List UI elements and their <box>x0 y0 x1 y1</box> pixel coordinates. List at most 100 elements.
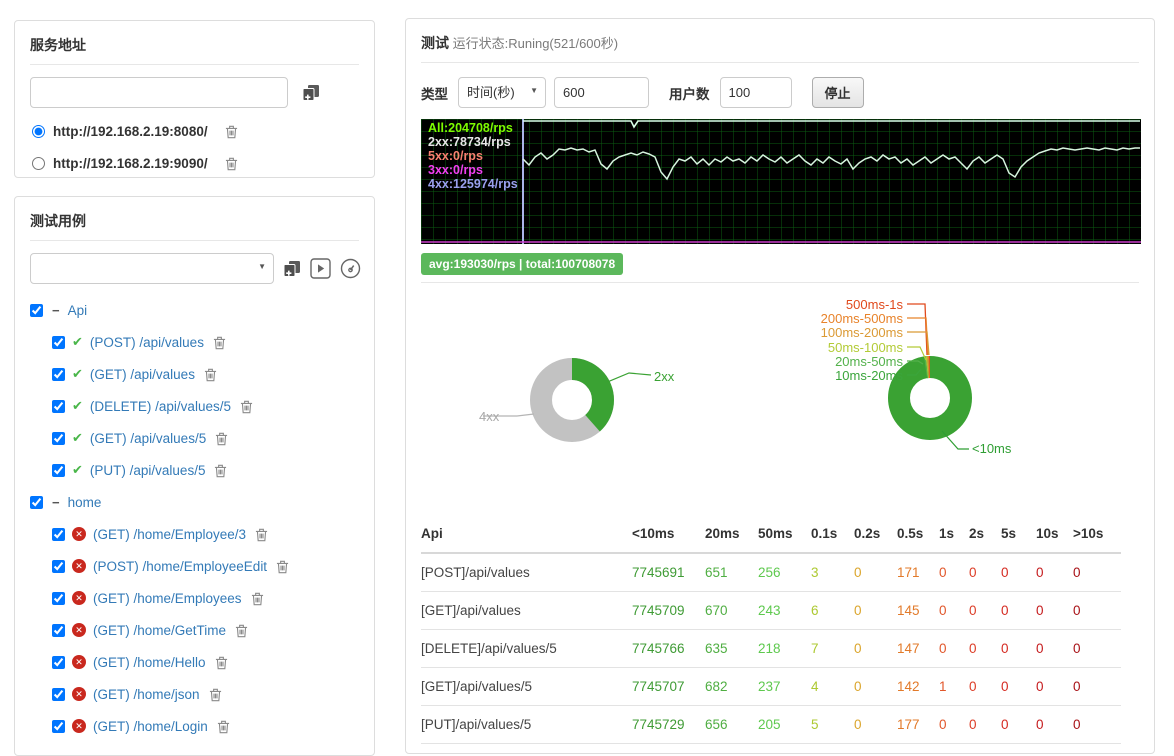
delete-case-icon[interactable] <box>240 399 253 414</box>
case-select[interactable] <box>30 253 274 284</box>
case-checkbox[interactable] <box>52 719 65 733</box>
case-checkbox[interactable] <box>52 399 65 413</box>
value-cell: 0 <box>969 705 1001 744</box>
group-checkbox[interactable] <box>30 303 43 317</box>
server-row[interactable]: http://192.168.2.19:8080/ <box>32 124 359 139</box>
group-label[interactable]: Api <box>67 302 88 318</box>
duration-input[interactable] <box>554 77 649 108</box>
value-cell: 0 <box>854 705 897 744</box>
donut-canvas <box>483 303 972 450</box>
table-row: [DELETE]/api/values/5 7745766 635 218 7 … <box>421 629 1121 668</box>
stop-button[interactable]: 停止 <box>811 77 864 108</box>
value-cell: 205 <box>758 705 811 744</box>
case-label[interactable]: (DELETE) /api/values/5 <box>89 398 231 414</box>
delete-case-icon[interactable] <box>215 431 228 446</box>
delete-case-icon[interactable] <box>235 623 248 638</box>
delete-case-icon[interactable] <box>255 527 268 542</box>
case-label[interactable]: (GET) /home/Employee/3 <box>93 526 247 542</box>
value-cell: 0 <box>1001 667 1036 706</box>
server-row[interactable]: http://192.168.2.19:9090/ <box>32 156 359 171</box>
value-cell: 0 <box>1036 629 1073 668</box>
test-cases-panel: 测试用例 <box>14 196 375 756</box>
benchmark-icon[interactable] <box>340 258 361 279</box>
delete-case-icon[interactable] <box>209 687 222 702</box>
value-cell: 0 <box>854 667 897 706</box>
case-label[interactable]: (POST) /home/EmployeeEdit <box>93 558 268 574</box>
value-cell: 243 <box>758 591 811 630</box>
summary-badge: avg:193030/rps | total:100708078 <box>421 253 624 275</box>
delete-case-icon[interactable] <box>276 559 289 574</box>
case-checkbox[interactable] <box>52 367 65 381</box>
collapse-icon[interactable]: − <box>52 494 60 510</box>
case-checkbox[interactable] <box>52 431 65 445</box>
delete-case-icon[interactable] <box>214 463 227 478</box>
value-cell: 256 <box>758 553 811 592</box>
run-test-icon[interactable] <box>310 258 331 279</box>
delete-server-icon[interactable] <box>225 156 238 171</box>
tree-group-api: − Api <box>30 294 359 326</box>
server-radio-9090[interactable] <box>32 157 45 170</box>
delete-case-icon[interactable] <box>215 655 228 670</box>
service-panel-title: 服务地址 <box>30 37 86 53</box>
case-label[interactable]: (PUT) /api/values/5 <box>89 462 206 478</box>
col-header: 20ms <box>705 516 758 554</box>
divider <box>421 62 1139 63</box>
value-cell: 0 <box>1001 591 1036 630</box>
case-checkbox[interactable] <box>52 655 65 669</box>
value-cell: 6 <box>811 591 854 630</box>
group-checkbox[interactable] <box>30 495 43 509</box>
add-case-icon[interactable] <box>283 260 301 278</box>
value-cell: 0 <box>939 553 969 592</box>
case-label[interactable]: (GET) /home/GetTime <box>93 622 227 638</box>
delete-case-icon[interactable] <box>251 591 264 606</box>
case-checkbox[interactable] <box>52 591 65 605</box>
users-input[interactable] <box>719 77 792 108</box>
delete-case-icon[interactable] <box>213 335 226 350</box>
case-checkbox[interactable] <box>52 623 65 637</box>
col-header: 1s <box>939 516 969 554</box>
case-label[interactable]: (GET) /home/Login <box>93 718 208 734</box>
value-cell: 682 <box>705 667 758 706</box>
value-cell: 142 <box>897 667 939 706</box>
value-cell: 0 <box>1036 667 1073 706</box>
group-label[interactable]: home <box>67 494 102 510</box>
server-url[interactable]: http://192.168.2.19:8080/ <box>53 124 208 139</box>
divider <box>30 64 359 65</box>
case-checkbox[interactable] <box>52 687 65 701</box>
add-address-icon[interactable] <box>302 84 320 102</box>
case-label[interactable]: (GET) /home/Employees <box>93 590 242 606</box>
case-checkbox[interactable] <box>52 463 65 477</box>
tree-case: ✕ (GET) /home/Hello <box>52 646 359 678</box>
service-address-input[interactable] <box>30 77 288 108</box>
server-radio-8080[interactable] <box>32 125 45 138</box>
case-label[interactable]: (POST) /api/values <box>89 334 204 350</box>
value-cell: 0 <box>969 591 1001 630</box>
table-row: [GET]/api/values/5 7745707 682 237 4 0 1… <box>421 667 1121 706</box>
pass-icon: ✔ <box>72 430 83 445</box>
case-checkbox[interactable] <box>52 335 65 349</box>
delete-case-icon[interactable] <box>217 719 230 734</box>
case-label[interactable]: (GET) /api/values <box>89 366 195 382</box>
slice-label-50ms-100ms: 50ms-100ms <box>827 340 903 355</box>
case-label[interactable]: (GET) /home/json <box>93 686 200 702</box>
value-cell: 4 <box>811 667 854 706</box>
fail-icon: ✕ <box>72 591 86 605</box>
value-cell: 0 <box>969 553 1001 592</box>
value-cell: 0 <box>854 553 897 592</box>
server-url[interactable]: http://192.168.2.19:9090/ <box>53 156 208 171</box>
case-checkbox[interactable] <box>52 527 65 541</box>
case-label[interactable]: (GET) /home/Hello <box>93 654 206 670</box>
collapse-icon[interactable]: − <box>52 302 60 318</box>
case-checkbox[interactable] <box>52 559 65 573</box>
col-header: 50ms <box>758 516 811 554</box>
type-select[interactable]: 时间(秒) <box>458 77 546 108</box>
legend-all: All:204708/rps <box>428 121 513 135</box>
value-cell: 218 <box>758 629 811 668</box>
delete-server-icon[interactable] <box>225 124 238 139</box>
value-cell: 7745691 <box>632 553 705 592</box>
case-label[interactable]: (GET) /api/values/5 <box>89 430 207 446</box>
delete-case-icon[interactable] <box>204 367 217 382</box>
rps-legend: All:204708/rps 2xx:78734/rps 5xx:0/rps 3… <box>428 121 518 191</box>
slice-label-4xx: 4xx <box>479 409 500 424</box>
value-cell: 147 <box>897 629 939 668</box>
